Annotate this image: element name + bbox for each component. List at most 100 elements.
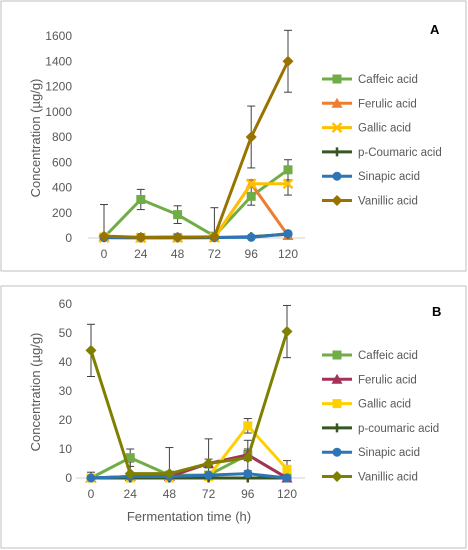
panel-b-legend-item-caffeic-acid: Caffeic acid	[322, 350, 418, 362]
panel-a-legend-label: Ferulic acid	[358, 98, 417, 110]
panel-a-legend-label: Sinapic acid	[358, 171, 420, 183]
panel-b-y-tick-label: 60	[59, 297, 73, 311]
panel-a-y-tick-label: 1600	[45, 29, 72, 43]
panel-b-label: B	[432, 304, 441, 319]
panel-a-legend-marker	[332, 74, 342, 84]
panel-b-legend-item-vanillic-acid: Vanillic acid	[322, 471, 418, 484]
panel-a-y-tick-label: 600	[52, 155, 72, 169]
panel-b-x-tick-label: 120	[277, 487, 297, 501]
panel-b-legend-item-ferulic-acid: Ferulic acid	[322, 373, 417, 386]
panel-b-x-tick-label: 72	[202, 487, 216, 501]
panel-a-legend: Caffeic acid Ferulic acid Gallic acid p-Cou…	[322, 74, 442, 208]
panel-a-data-point-gallic-acid	[282, 178, 294, 190]
panel-b-data-point-sinapic-acid	[86, 473, 96, 483]
panel-a-y-tick-labels: 0 200 400 600 800 1000 1200 1400 1600	[45, 29, 72, 245]
panel-b-y-tick-label: 0	[65, 471, 72, 485]
panel-b-legend-marker	[331, 373, 343, 384]
panel-b-data-point-vanillic-acid	[163, 468, 175, 480]
panel-b-y-tick-labels: 0 10 20 30 40 50 60	[59, 297, 73, 485]
panel-b-y-tick-label: 20	[59, 413, 73, 427]
panel-a-x-tick-labels: 0 24 48 72 96 120	[101, 247, 299, 261]
panel-b-data-point-gallic-acid	[243, 421, 253, 431]
panel-a-data-point-caffeic-acid	[173, 210, 183, 220]
panel-a-legend-marker	[331, 97, 343, 108]
panel-b-legend: Caffeic acid Ferulic acid Gallic acid p-cou…	[322, 350, 439, 484]
panel-a-x-tick-label: 120	[278, 247, 298, 261]
panel-a-legend-item-p-coumaric-acid: p-Coumaric acid	[322, 147, 442, 159]
panel-b-y-tick-label: 30	[59, 384, 73, 398]
panel-a-data-point-gallic-acid	[245, 178, 257, 190]
panel-a-y-tick-label: 0	[65, 231, 72, 245]
panel-a-x-tick-label: 0	[101, 247, 108, 261]
panel-b-data-point-vanillic-acid	[242, 452, 254, 464]
panel-b-x-axis-title: Fermentation time (h)	[127, 509, 251, 524]
panel-a-series-lines	[98, 55, 294, 244]
panel-a-legend-label: p-Coumaric acid	[358, 147, 442, 159]
panel-b-x-tick-label: 0	[88, 487, 95, 501]
panel-a-data-point-vanillic-acid	[135, 231, 147, 243]
panel-a-y-tick-label: 1200	[45, 80, 72, 94]
panel-b-series-line-vanillic-acid	[89, 331, 289, 476]
panel-b-legend-item-p-coumaric-acid: p-coumaric acid	[322, 423, 439, 435]
panel-b-x-tick-label: 24	[124, 487, 138, 501]
panel-a-legend-label: Gallic acid	[358, 123, 411, 135]
panel-b-data-point-sinapic-acid	[243, 469, 253, 479]
panel-a-legend-marker	[331, 122, 343, 133]
panel-b-y-tick-label: 10	[59, 442, 73, 456]
panel-b-x-tick-label: 48	[163, 487, 177, 501]
chart-panel-a: A Concentration (µg/g) 0 200 400 600 800 1000…	[0, 0, 467, 272]
panel-a-data-point-vanillic-acid	[172, 231, 184, 243]
panel-a-data-point-vanillic-acid	[282, 55, 294, 67]
panel-b-data-point-sinapic-acid	[204, 470, 214, 480]
panel-b-legend-marker	[332, 423, 342, 433]
panel-b-series-lines	[85, 326, 293, 483]
panel-b-data-point-caffeic-acid	[125, 453, 135, 463]
panel-b-legend-marker	[332, 350, 342, 360]
panel-a-y-tick-label: 400	[52, 181, 72, 195]
chart-panel-b: B Concentration (µg/g) Fermentation time…	[0, 285, 467, 549]
panel-a-legend-label: Vanillic acid	[358, 196, 418, 208]
panel-a-y-tick-label: 200	[52, 206, 72, 220]
panel-a-series-line-vanillic-acid	[103, 60, 290, 239]
panel-b-legend-label: Sinapic acid	[358, 447, 420, 459]
panel-a-data-point-caffeic-acid	[246, 191, 256, 201]
panel-a-data-point-caffeic-acid	[136, 194, 146, 204]
panel-a-y-tick-label: 1000	[45, 105, 72, 119]
panel-b-data-point-gallic-acid	[282, 464, 292, 474]
panel-a-x-tick-label: 72	[208, 247, 222, 261]
panel-b-legend-marker	[332, 399, 342, 409]
panel-b-data-point-vanillic-acid	[203, 458, 215, 469]
panel-b-x-tick-label: 96	[241, 487, 255, 501]
panel-b-data-point-sinapic-acid	[282, 473, 292, 483]
panel-a-label: A	[430, 22, 440, 37]
panel-a-legend-item-vanillic-acid: Vanillic acid	[322, 195, 418, 208]
panel-a-y-tick-label: 1400	[45, 54, 72, 68]
panel-b-data-point-vanillic-acid	[281, 326, 293, 338]
panel-a-x-tick-label: 48	[171, 247, 185, 261]
panel-a-data-point-vanillic-acid	[98, 230, 110, 242]
panel-a-legend-item-ferulic-acid: Ferulic acid	[322, 97, 417, 110]
panel-b-frame	[0, 285, 467, 549]
panel-b-legend-item-sinapic-acid: Sinapic acid	[322, 447, 420, 459]
panel-b-legend-marker	[332, 447, 342, 457]
panel-a-data-point-vanillic-acid	[245, 131, 257, 143]
panel-b-y-tick-label: 50	[59, 326, 73, 340]
panel-a-frame	[0, 0, 467, 272]
panel-b-legend-label: Caffeic acid	[358, 350, 418, 362]
panel-b-data-point-vanillic-acid	[85, 344, 97, 356]
panel-b-data-point-vanillic-acid	[124, 468, 136, 480]
panel-a-legend-item-gallic-acid: Gallic acid	[322, 122, 411, 135]
panel-b-y-tick-label: 40	[59, 355, 73, 369]
panel-b-legend-item-gallic-acid: Gallic acid	[322, 399, 411, 411]
panel-a-data-point-caffeic-acid	[283, 165, 293, 175]
panel-a-y-tick-label: 800	[52, 130, 72, 144]
panel-b-y-axis-title: Concentration (µg/g)	[28, 333, 43, 452]
panel-a-x-tick-label: 24	[134, 247, 148, 261]
panel-a-data-point-sinapic-acid	[246, 232, 256, 242]
panel-b-series-line-sinapic-acid	[90, 472, 288, 480]
panel-b-legend-label: Vanillic acid	[358, 472, 418, 484]
panel-b-legend-label: Ferulic acid	[358, 374, 417, 386]
panel-a-x-tick-label: 96	[245, 247, 259, 261]
panel-a-legend-label: Caffeic acid	[358, 74, 418, 86]
